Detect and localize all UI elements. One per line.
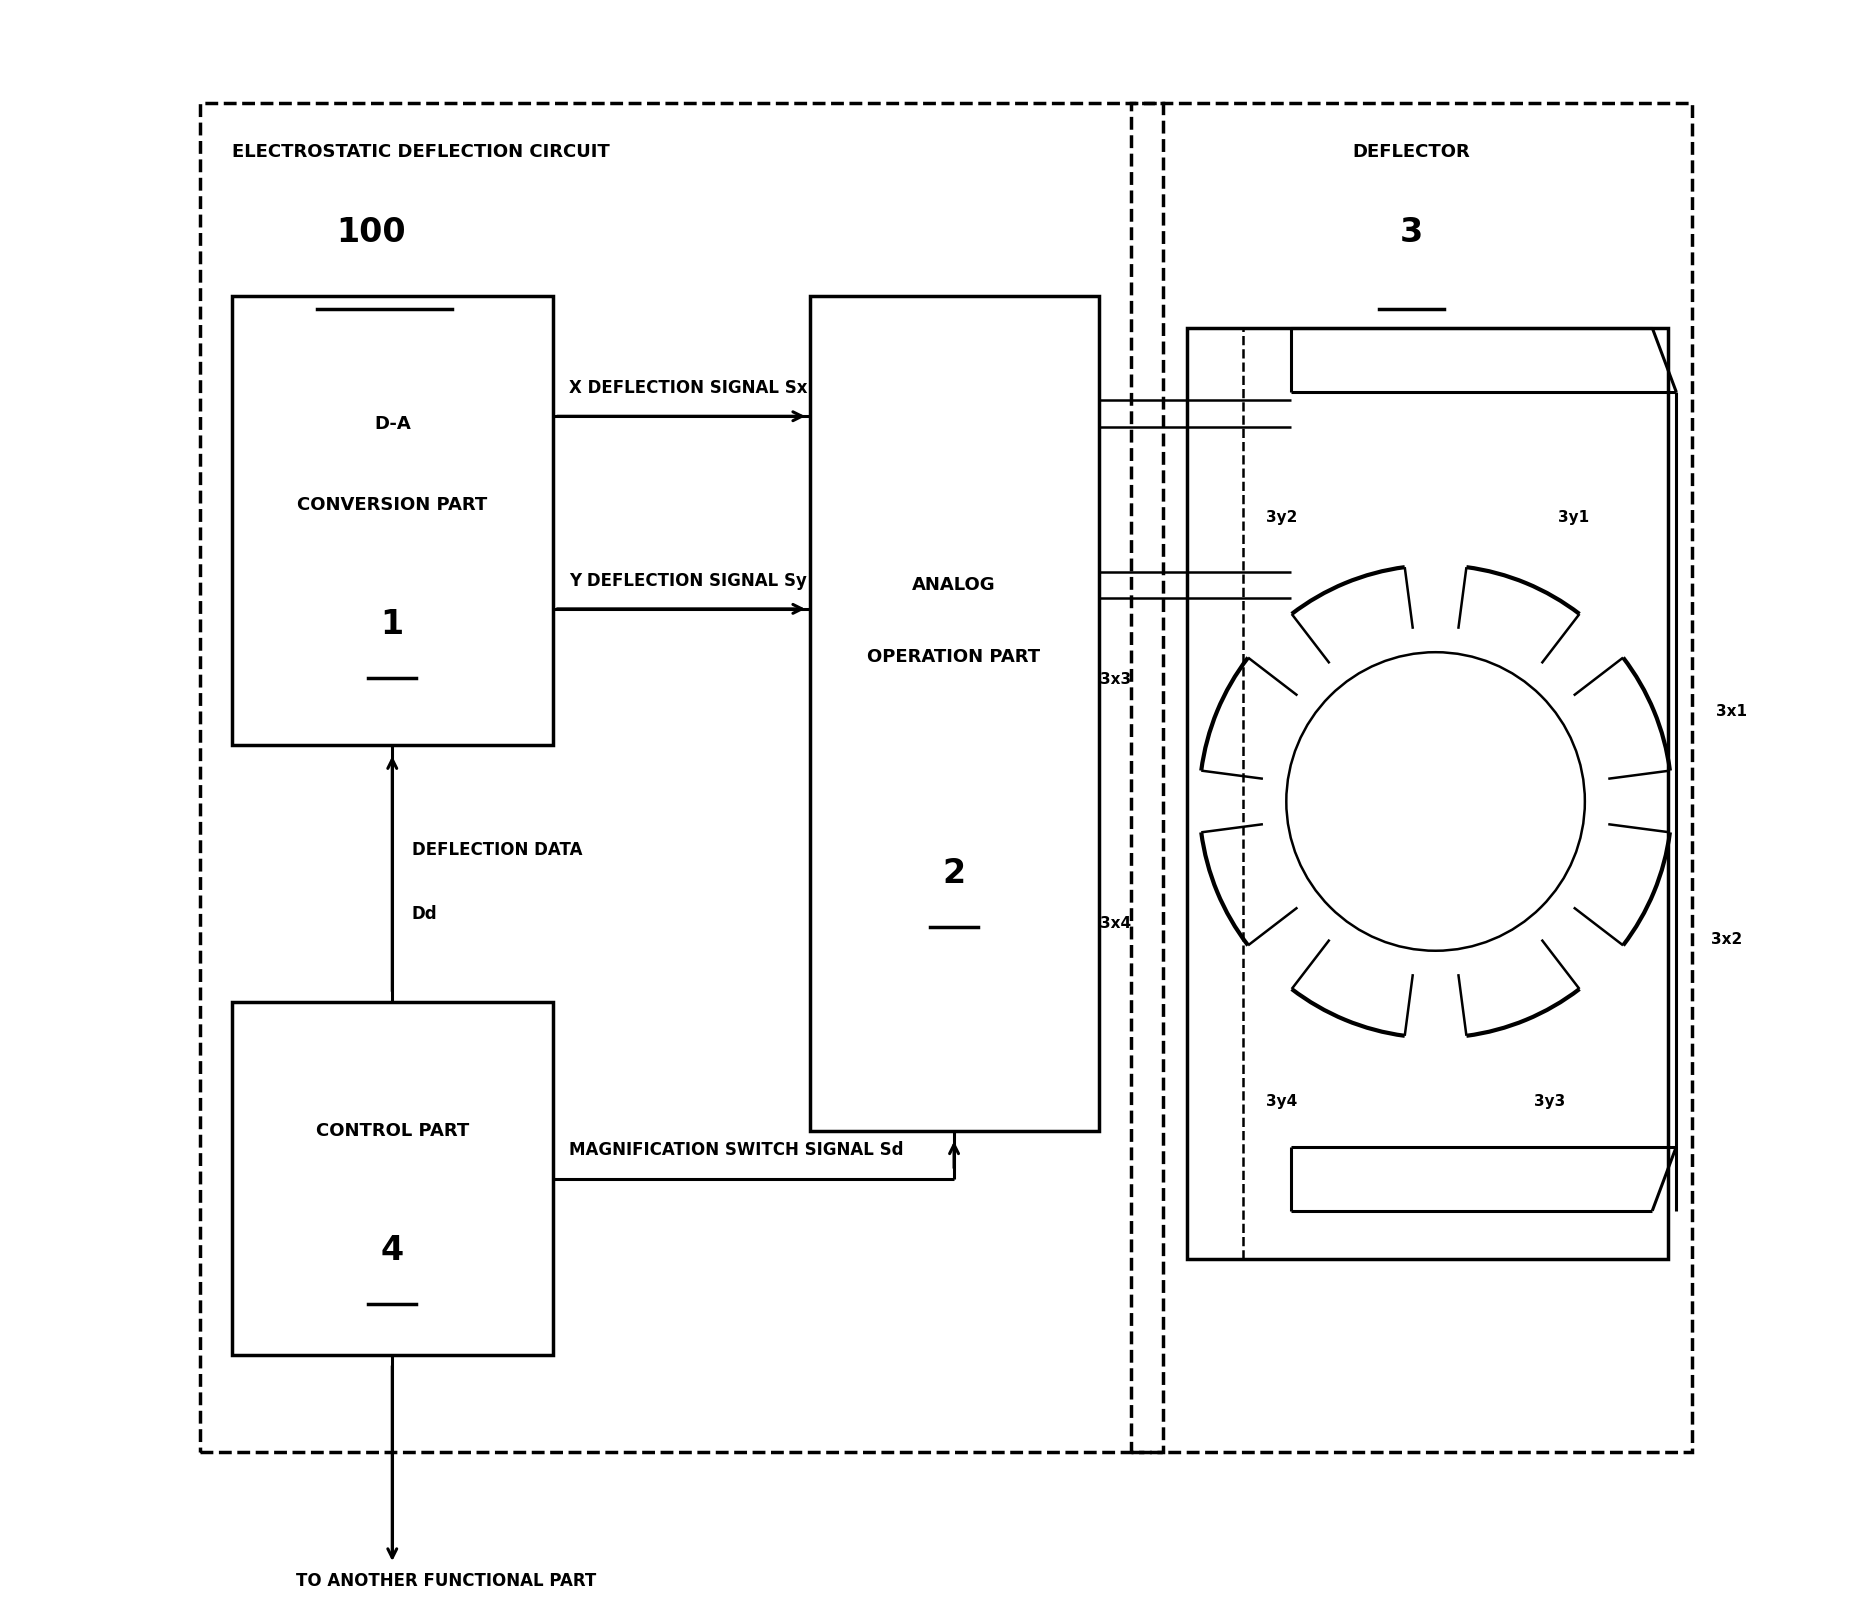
Text: DEFLECTION DATA: DEFLECTION DATA (411, 840, 582, 858)
Text: X DEFLECTION SIGNAL Sx: X DEFLECTION SIGNAL Sx (568, 379, 807, 397)
Text: MAGNIFICATION SWITCH SIGNAL Sd: MAGNIFICATION SWITCH SIGNAL Sd (568, 1141, 904, 1159)
Text: 100: 100 (336, 215, 405, 249)
Text: 3x2: 3x2 (1711, 933, 1743, 947)
Text: 1: 1 (381, 609, 403, 641)
Text: CONTROL PART: CONTROL PART (315, 1122, 469, 1140)
Bar (810, 296, 1099, 1130)
Bar (1131, 104, 1692, 1452)
Text: 3x3: 3x3 (1101, 672, 1131, 686)
Bar (233, 1002, 553, 1355)
Text: 3x4: 3x4 (1101, 916, 1131, 931)
Text: 2: 2 (942, 856, 966, 890)
Text: 4: 4 (381, 1234, 403, 1268)
Text: Dd: Dd (411, 905, 437, 923)
Bar (1188, 329, 1668, 1260)
Text: 3: 3 (1399, 215, 1424, 249)
Text: DEFLECTOR: DEFLECTOR (1353, 144, 1471, 162)
Text: 3y1: 3y1 (1557, 510, 1589, 525)
Text: 3y4: 3y4 (1266, 1094, 1296, 1109)
Text: D-A: D-A (373, 414, 411, 434)
Text: 3x1: 3x1 (1717, 704, 1747, 719)
Bar (233, 296, 553, 745)
Text: 3y2: 3y2 (1266, 510, 1298, 525)
Bar (199, 104, 1163, 1452)
Text: TO ANOTHER FUNCTIONAL PART: TO ANOTHER FUNCTIONAL PART (296, 1572, 597, 1590)
Text: 3y3: 3y3 (1535, 1094, 1565, 1109)
Text: Y DEFLECTION SIGNAL Sy: Y DEFLECTION SIGNAL Sy (568, 572, 807, 589)
Text: OPERATION PART: OPERATION PART (867, 648, 1041, 665)
Text: ANALOG: ANALOG (912, 576, 996, 594)
Text: CONVERSION PART: CONVERSION PART (296, 495, 488, 513)
Text: ELECTROSTATIC DEFLECTION CIRCUIT: ELECTROSTATIC DEFLECTION CIRCUIT (233, 144, 610, 162)
